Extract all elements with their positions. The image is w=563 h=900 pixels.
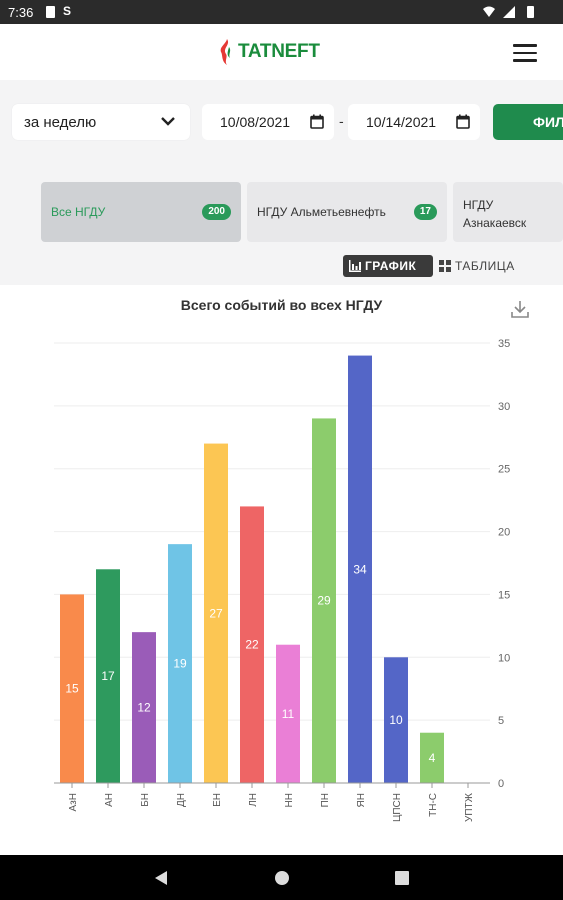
- x-tick-label: ТН-С: [428, 793, 439, 817]
- s-icon: S: [63, 4, 72, 18]
- filter-row: за неделю 10/08/2021 - 10/14/2021: [12, 104, 563, 140]
- data-label: 34: [353, 562, 367, 576]
- y-tick-label: 15: [498, 589, 510, 601]
- period-select-value: за неделю: [24, 114, 97, 131]
- status-bar: 7:36 S: [0, 0, 563, 24]
- x-tick-label: ДН: [176, 793, 187, 807]
- flame-icon: [220, 39, 231, 65]
- date-from-input[interactable]: 10/08/2021: [202, 104, 334, 140]
- y-tick-label: 25: [498, 464, 510, 476]
- x-tick-label: ЯН: [356, 793, 367, 807]
- bar: [96, 569, 120, 783]
- count-badge: 17: [413, 204, 437, 220]
- data-label: 11: [282, 707, 295, 721]
- tab-all-ngdu[interactable]: Все НГДУ 200: [41, 182, 241, 242]
- x-tick-label: УПТЖ: [464, 792, 475, 822]
- bar: [276, 644, 300, 783]
- y-tick-label: 0: [498, 778, 504, 790]
- back-icon[interactable]: [154, 870, 168, 886]
- data-label: 15: [65, 682, 79, 696]
- data-label: 10: [389, 713, 403, 727]
- data-label: 17: [101, 669, 115, 683]
- bar: [420, 732, 444, 783]
- bar-chart: 0 5 10 15 20 25 30 35 15 АзН 17 АН 12 БН 19 ДН 27 ЕН 22 ЛН 1…: [54, 338, 510, 822]
- date-to-input[interactable]: 10/14/2021: [348, 104, 480, 140]
- tab-label-line2: Азнакаевск: [463, 216, 527, 230]
- period-select[interactable]: за неделю: [12, 104, 190, 140]
- bar: [348, 355, 372, 783]
- bar: [60, 594, 84, 783]
- bar: [132, 632, 156, 783]
- x-tick-label: ЛН: [248, 793, 259, 807]
- table-view-label: ТАБЛИЦА: [455, 259, 515, 273]
- tab-label: НГДУ Альметьевнефть: [257, 205, 386, 219]
- tab-aznakaevsk[interactable]: НГДУ Азнакаевск: [453, 182, 563, 242]
- chart-title: Всего событий во всех НГДУ: [180, 297, 383, 313]
- chevron-down-icon: [161, 117, 175, 126]
- signal-icon: [503, 6, 515, 18]
- date-separator: -: [339, 113, 344, 129]
- y-tick-label: 10: [498, 652, 510, 664]
- hamburger-menu-icon[interactable]: [513, 44, 537, 62]
- date-to-value: 10/14/2021: [366, 114, 437, 130]
- count-badge: 200: [202, 204, 231, 220]
- y-tick-label: 35: [498, 338, 510, 350]
- bar: [312, 418, 336, 783]
- logo-text: TATNEFT: [238, 41, 320, 62]
- bar: [384, 657, 408, 783]
- status-time: 7:36: [8, 5, 34, 20]
- x-tick-label: ЦПСН: [392, 793, 403, 822]
- status-icons: [483, 6, 534, 18]
- download-icon[interactable]: [510, 299, 530, 319]
- tab-label: НГДУ Азнакаевск: [463, 196, 526, 232]
- data-label: 22: [245, 638, 259, 652]
- data-label: 29: [317, 594, 331, 608]
- recents-icon[interactable]: [395, 871, 409, 885]
- bar: [204, 443, 228, 783]
- wifi-icon: [483, 6, 495, 17]
- date-from-value: 10/08/2021: [220, 114, 291, 130]
- bar-chart-icon: [349, 260, 361, 272]
- tatneft-logo: TATNEFT: [220, 38, 320, 66]
- system-nav-bar: [0, 855, 563, 900]
- y-tick-label: 30: [498, 401, 510, 413]
- home-icon[interactable]: [274, 870, 290, 886]
- calendar-icon: [310, 114, 324, 129]
- main-content: за неделю 10/08/2021 - 10/14/2021: [0, 80, 563, 855]
- data-label: 19: [173, 657, 187, 671]
- chart-view-label: ГРАФИК: [365, 259, 417, 273]
- bar: [168, 544, 192, 783]
- app-bar: TATNEFT: [0, 24, 563, 80]
- grid-icon: [439, 260, 451, 272]
- table-view-button[interactable]: ТАБЛИЦА: [439, 255, 539, 277]
- battery-icon: [527, 6, 534, 18]
- x-tick-label: БН: [140, 793, 151, 807]
- tab-label: Все НГДУ: [51, 205, 106, 219]
- ngdu-tabs: Все НГДУ 200 НГДУ Альметьевнефть 17 НГДУ…: [41, 182, 563, 242]
- x-tick-label: ЕН: [212, 793, 223, 807]
- x-tick-label: АН: [104, 793, 115, 807]
- y-tick-label: 5: [498, 715, 504, 727]
- data-label: 4: [429, 751, 436, 765]
- data-label: 12: [137, 701, 151, 715]
- bar: [240, 506, 264, 783]
- x-tick-label: ПН: [320, 793, 331, 807]
- calendar-icon: [456, 114, 470, 129]
- data-label: 27: [209, 606, 223, 620]
- chart-view-button[interactable]: ГРАФИК: [343, 255, 433, 277]
- sd-card-icon: [46, 6, 55, 18]
- tab-label-line1: НГДУ: [463, 198, 494, 212]
- x-tick-label: АзН: [68, 793, 79, 811]
- y-tick-label: 20: [498, 527, 510, 539]
- chart-card: Всего событий во всех НГДУ 0 5 10 15 20 25 30 3…: [0, 285, 563, 855]
- x-tick-label: НН: [284, 793, 295, 807]
- tab-almetyevneft[interactable]: НГДУ Альметьевнефть 17: [247, 182, 447, 242]
- filter-apply-button[interactable]: ФИЛ: [493, 104, 563, 140]
